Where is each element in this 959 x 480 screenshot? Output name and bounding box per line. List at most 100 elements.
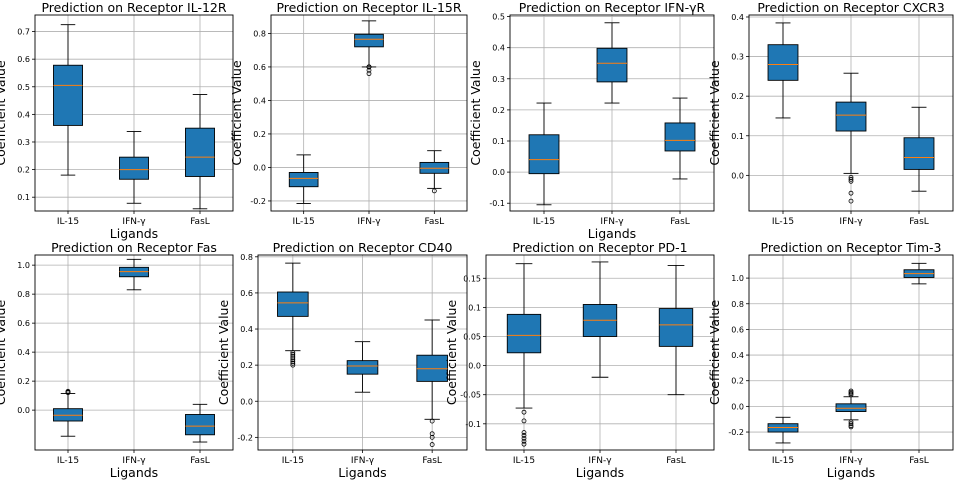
ytick-label: 0.6: [731, 325, 744, 334]
x-axis-label: Ligands: [588, 226, 636, 241]
ytick-label: 0.0: [492, 168, 505, 177]
chart-title: Prediction on Receptor CD40: [273, 240, 453, 255]
y-axis-label: Coefficient Value: [0, 60, 8, 166]
ytick-label: 0.5: [17, 83, 30, 92]
outlier-point: [848, 178, 854, 184]
ytick-label: 0.6: [253, 63, 266, 72]
box: [767, 44, 799, 81]
y-axis-label: Coefficient Value: [444, 300, 459, 406]
ytick-label: 0.1: [492, 137, 505, 146]
box: [835, 101, 867, 132]
xtick-label: IL-15: [282, 456, 304, 466]
outlier-point: [429, 442, 435, 447]
ytick-label: 0.4: [731, 351, 744, 360]
ytick-label: 0.8: [240, 253, 253, 262]
outlier-point: [521, 409, 527, 415]
box: [506, 313, 542, 354]
ytick-label: 0.2: [253, 130, 266, 139]
xtick-label: IFN-γ: [839, 456, 863, 466]
y-axis-label: Coefficient Value: [707, 60, 722, 166]
box: [53, 64, 83, 126]
outlier-point: [366, 71, 372, 77]
ytick-label: -0.2: [250, 197, 266, 206]
chart-title: Prediction on Receptor IL-12R: [41, 0, 226, 15]
ytick-label: 0.3: [492, 75, 505, 84]
xtick-label: IL-15: [57, 456, 79, 466]
ytick-label: 0.7: [17, 28, 30, 37]
y-axis-label: Coefficient Value: [468, 60, 483, 166]
ytick-label: 0.0: [731, 171, 744, 180]
x-axis-label: Ligands: [827, 465, 875, 480]
y-axis-label: Coefficient Value: [0, 300, 8, 406]
y-axis-label: Coefficient Value: [229, 60, 244, 166]
chart-title: Prediction on Receptor IL-15R: [276, 0, 461, 15]
box: [277, 291, 309, 317]
box: [185, 414, 215, 436]
ytick-label: 0.0: [240, 397, 253, 406]
ytick-label: 0.4: [17, 348, 30, 357]
box: [354, 33, 384, 48]
ytick-label: 0.4: [731, 13, 744, 22]
xtick-label: FasL: [666, 456, 686, 466]
chart-title: Prediction on Receptor CXCR3: [757, 0, 944, 15]
xtick-label: FasL: [425, 217, 445, 227]
outlier-point: [65, 388, 71, 394]
xtick-label: IFN-γ: [839, 217, 863, 227]
xtick-label: IL-15: [57, 217, 79, 227]
chart-title: Prediction on Receptor Fas: [51, 240, 217, 255]
xtick-label: IL-15: [293, 217, 315, 227]
outlier-point: [366, 64, 372, 70]
ytick-label: 0.4: [492, 44, 505, 53]
ytick-label: 0.6: [17, 55, 30, 64]
chart-title: Prediction on Receptor PD-1: [512, 240, 687, 255]
box: [185, 127, 215, 177]
ytick-label: 0.5: [492, 13, 505, 22]
ytick-label: 0.2: [240, 361, 253, 370]
box: [346, 360, 379, 375]
ytick-label: 0.6: [17, 319, 30, 328]
outlier-point: [521, 418, 527, 424]
box: [288, 172, 319, 188]
ytick-label: 0.0: [253, 163, 266, 172]
outlier-point: [848, 392, 854, 398]
xtick-label: FasL: [422, 456, 442, 466]
box: [596, 47, 628, 83]
outlier-point: [521, 435, 527, 441]
xtick-label: IL-15: [533, 217, 555, 227]
ytick-label: 0.1: [17, 193, 30, 202]
outlier-point: [848, 190, 854, 196]
box: [119, 156, 149, 180]
outlier-point: [521, 441, 527, 447]
xtick-label: IL-15: [772, 217, 794, 227]
outlier-point: [848, 198, 854, 204]
ytick-label: 0.8: [253, 29, 266, 38]
ytick-label: 0.2: [731, 377, 744, 386]
chart-title: Prediction on Receptor IFN-γR: [519, 0, 706, 15]
outlier-point: [429, 434, 435, 440]
ytick-label: 0.15: [463, 274, 481, 283]
ytick-label: 0.1: [468, 303, 481, 312]
x-axis-label: Ligands: [576, 465, 624, 480]
ytick-label: 0.4: [240, 325, 253, 334]
box: [528, 134, 560, 175]
ytick-label: 0.3: [17, 138, 30, 147]
chart-title: Prediction on Receptor Tim-3: [761, 240, 942, 255]
xtick-label: FasL: [909, 456, 929, 466]
outlier-point: [431, 188, 437, 194]
ytick-label: 0.0: [731, 402, 744, 411]
outlier-point: [290, 360, 296, 366]
xtick-label: IFN-γ: [351, 456, 375, 466]
x-axis-label: Ligands: [110, 226, 158, 241]
ytick-label: 0.05: [463, 332, 481, 341]
y-axis-label: Coefficient Value: [216, 300, 231, 406]
ytick-label: -0.1: [465, 420, 481, 429]
outlier-point: [848, 176, 854, 182]
ytick-label: 0.1: [731, 132, 744, 141]
outlier-point: [848, 421, 854, 427]
ytick-label: 1.0: [731, 274, 744, 283]
